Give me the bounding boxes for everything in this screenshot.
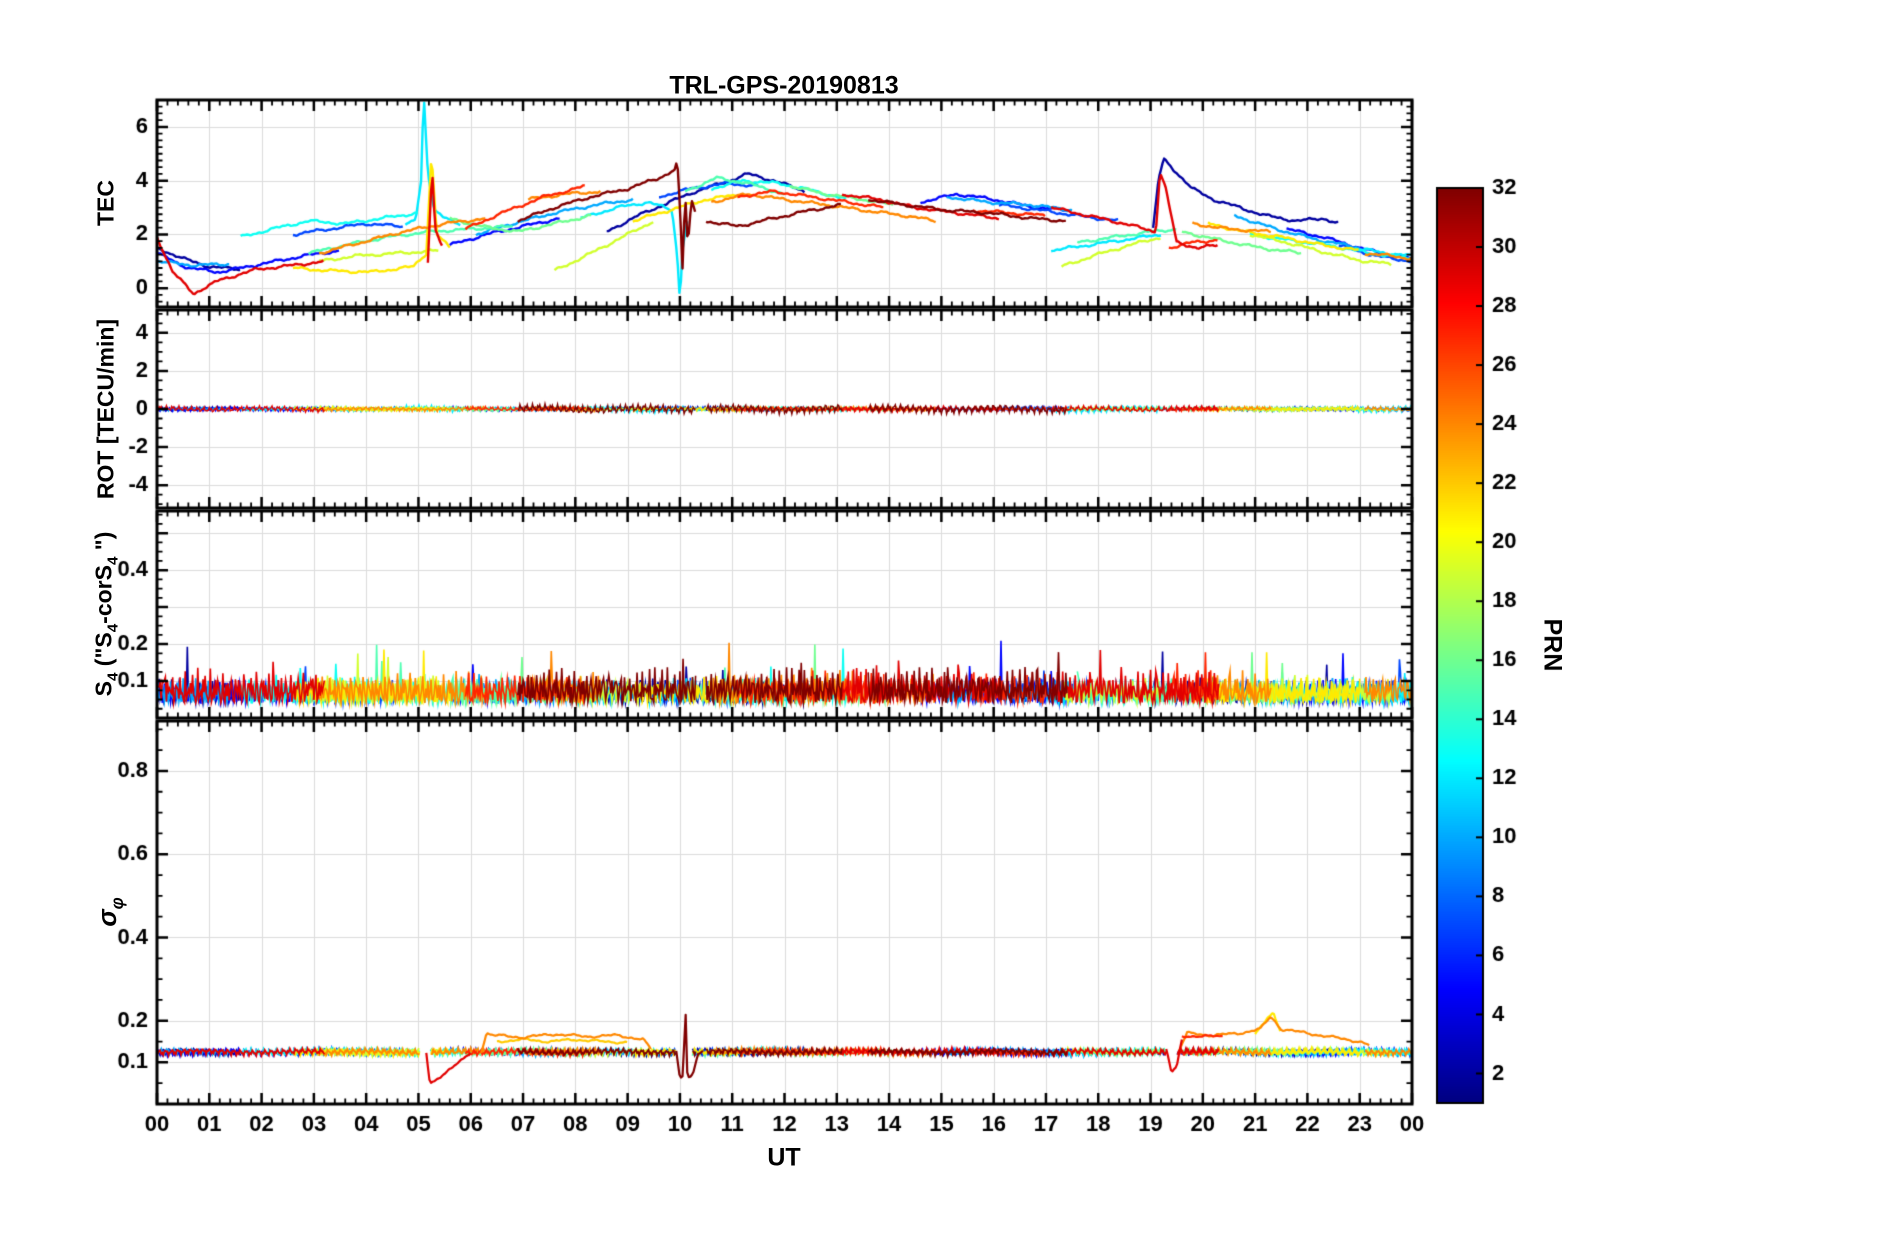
ylabel-s4: S4 ("S4-corS4 ") <box>90 531 122 697</box>
colorbar-label: PRN <box>1538 618 1567 672</box>
chart-title: TRL-GPS-20190813 <box>669 71 899 100</box>
ylabel-sigma-phi: σφ <box>92 897 127 927</box>
x-axis-label: UT <box>767 1143 801 1172</box>
ylabel-rot: ROT [TECU/min] <box>92 318 119 500</box>
ylabel-tec: TEC <box>92 180 119 226</box>
